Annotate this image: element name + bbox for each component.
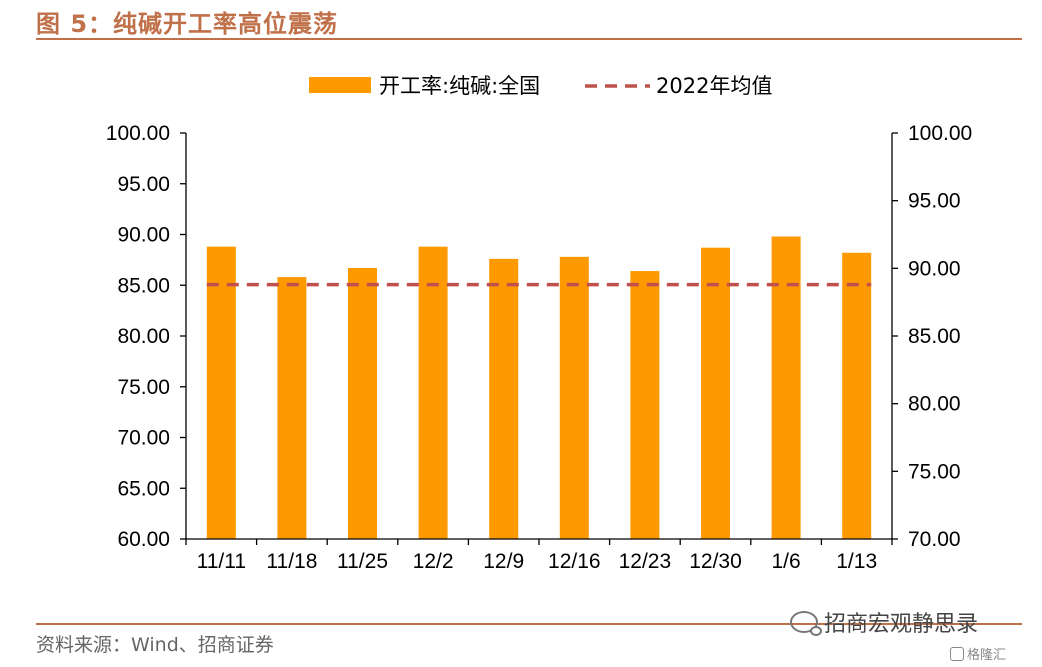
y-left-tick-label: 100.00 bbox=[106, 122, 170, 145]
y-right-tick-label: 100.00 bbox=[908, 122, 972, 145]
bar bbox=[771, 236, 801, 539]
bars bbox=[206, 236, 872, 539]
axes: 60.00 65.00 70.00 75.00 80.00 85.00 90.00 95.00… bbox=[106, 122, 972, 573]
y-left-tick-label: 95.00 bbox=[117, 173, 170, 196]
bar bbox=[559, 256, 589, 539]
bar bbox=[418, 246, 448, 539]
y-right-tick-label: 85.00 bbox=[908, 325, 961, 348]
x-tick-label: 11/11 bbox=[197, 550, 246, 573]
bar bbox=[489, 258, 519, 539]
y-left-tick-label: 85.00 bbox=[117, 274, 170, 297]
legend: 开工率:纯碱:全国 2022年均值 bbox=[309, 74, 772, 98]
y-right-tick-label: 90.00 bbox=[908, 257, 961, 280]
legend-swatch-bar bbox=[309, 77, 371, 93]
y-left-tick-label: 90.00 bbox=[117, 224, 170, 247]
x-tick-label: 12/2 bbox=[413, 550, 454, 573]
y-right-tick-label: 95.00 bbox=[908, 190, 961, 213]
x-tick-label: 11/18 bbox=[266, 550, 317, 573]
x-tick-label: 1/6 bbox=[771, 550, 800, 573]
wechat-icon bbox=[790, 611, 822, 636]
x-tick-label: 1/13 bbox=[836, 550, 877, 573]
x-tick-label: 12/23 bbox=[619, 550, 672, 573]
figure-title: 图 5：纯碱开工率高位震荡 bbox=[36, 10, 339, 38]
badge-logo-icon bbox=[950, 646, 964, 661]
y-left-tick-label: 75.00 bbox=[117, 376, 170, 399]
x-tick-label: 12/9 bbox=[483, 550, 524, 573]
x-tick-label: 11/25 bbox=[337, 550, 388, 573]
y-right-tick-label: 75.00 bbox=[908, 460, 961, 483]
bar bbox=[701, 247, 730, 539]
bottom-rule bbox=[36, 623, 1022, 625]
source-note: 资料来源：Wind、招商证券 bbox=[36, 634, 274, 656]
legend-label-bar: 开工率:纯碱:全国 bbox=[379, 74, 540, 98]
y-right-tick-label: 70.00 bbox=[908, 528, 961, 551]
bar bbox=[630, 271, 660, 539]
x-tick-label: 12/16 bbox=[548, 550, 601, 573]
watermark-text: 招商宏观静思录 bbox=[824, 612, 979, 637]
legend-label-line: 2022年均值 bbox=[656, 74, 772, 98]
bar bbox=[206, 246, 236, 539]
y-left-tick-label: 70.00 bbox=[117, 427, 170, 450]
watermark: 招商宏观静思录 bbox=[790, 606, 978, 638]
y-right-tick-label: 80.00 bbox=[908, 393, 961, 416]
bar bbox=[277, 277, 307, 539]
bar bbox=[842, 252, 872, 539]
y-left-tick-label: 65.00 bbox=[117, 477, 170, 500]
x-tick-label: 12/30 bbox=[689, 550, 742, 573]
badge: 格隆汇 bbox=[950, 644, 1006, 663]
top-rule bbox=[36, 38, 1022, 40]
badge-text: 格隆汇 bbox=[967, 648, 1007, 663]
y-left-tick-label: 60.00 bbox=[117, 528, 170, 551]
bar bbox=[348, 267, 377, 539]
y-left-tick-label: 80.00 bbox=[117, 325, 170, 348]
